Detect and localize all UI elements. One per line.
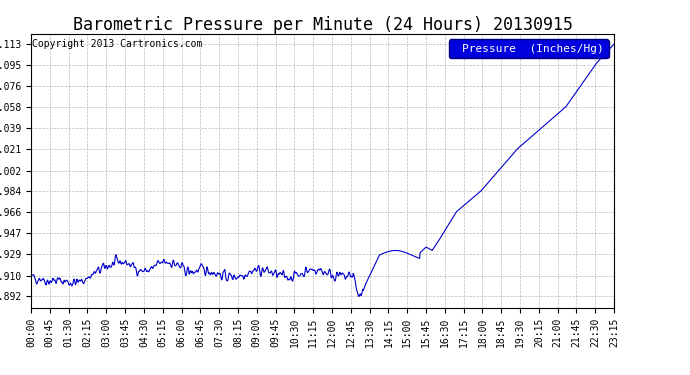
Title: Barometric Pressure per Minute (24 Hours) 20130915: Barometric Pressure per Minute (24 Hours… [72,16,573,34]
Text: Copyright 2013 Cartronics.com: Copyright 2013 Cartronics.com [32,39,202,49]
Legend: Pressure  (Inches/Hg): Pressure (Inches/Hg) [449,39,609,58]
